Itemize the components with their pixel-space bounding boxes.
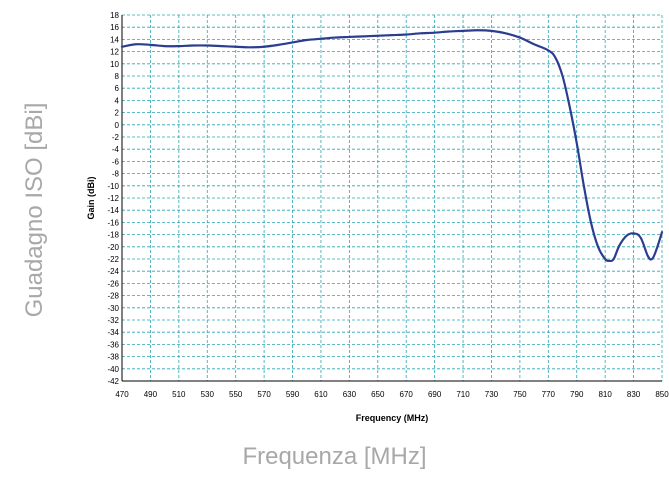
x-tick-label: 730 (485, 390, 499, 399)
x-tick-label: 750 (513, 390, 527, 399)
y-tick-label: 6 (115, 84, 120, 93)
y-tick-label: -30 (107, 304, 119, 313)
outer-y-axis-label: Guadagno ISO [dBi] (21, 102, 48, 318)
y-tick-label: -10 (107, 182, 119, 191)
y-tick-label: 4 (115, 96, 120, 105)
y-tick-label: -28 (107, 292, 119, 301)
x-tick-label: 790 (570, 390, 584, 399)
y-tick-label: 10 (110, 60, 119, 69)
y-tick-label: -40 (107, 365, 119, 374)
x-tick-label: 470 (115, 390, 129, 399)
x-tick-label: 670 (400, 390, 414, 399)
axes (121, 15, 662, 382)
inner-x-axis-label: Frequency (MHz) (356, 413, 429, 423)
y-tick-label: -42 (107, 377, 119, 386)
y-tick-label: -34 (107, 328, 119, 337)
y-tick-label: 12 (110, 48, 119, 57)
x-tick-label: 630 (343, 390, 357, 399)
y-tick-labels: 18 16 14 12 10 8 6 4 2 0 -2 -4 -6 -8 -10 -12 -14 -16 -18 -2… (107, 11, 119, 386)
y-tick-label: 0 (115, 121, 120, 130)
grid (121, 14, 663, 382)
x-tick-label: 550 (229, 390, 243, 399)
x-tick-label: 650 (371, 390, 385, 399)
y-tick-label: -2 (112, 133, 120, 142)
x-tick-label: 690 (428, 390, 442, 399)
y-tick-label: 14 (110, 35, 119, 44)
y-tick-label: -12 (107, 194, 119, 203)
x-tick-label: 490 (144, 390, 158, 399)
x-tick-label: 770 (542, 390, 556, 399)
x-tick-label: 530 (201, 390, 215, 399)
y-tick-label: -36 (107, 340, 119, 349)
inner-y-axis-label: Gain (dBi) (86, 177, 96, 220)
series (120, 29, 664, 263)
x-tick-label: 570 (257, 390, 271, 399)
y-tick-label: -26 (107, 279, 119, 288)
y-tick-label: -24 (107, 267, 119, 276)
y-tick-label: -8 (112, 170, 120, 179)
x-tick-label: 610 (314, 390, 328, 399)
y-tick-label: 2 (115, 109, 120, 118)
y-tick-label: -18 (107, 231, 119, 240)
y-tick-label: 16 (110, 23, 119, 32)
y-tick-label: 18 (110, 11, 119, 20)
y-tick-label: -16 (107, 218, 119, 227)
x-tick-label: 830 (627, 390, 641, 399)
y-tick-label: -4 (112, 145, 120, 154)
y-tick-label: -22 (107, 255, 119, 264)
y-tick-label: -38 (107, 353, 119, 362)
y-tick-label: -20 (107, 243, 119, 252)
x-tick-label: 710 (456, 390, 470, 399)
gain-series-line (120, 29, 664, 263)
x-tick-label: 590 (286, 390, 300, 399)
x-tick-label: 510 (172, 390, 186, 399)
y-tick-label: 8 (115, 72, 120, 81)
outer-x-axis-label: Frequenza [MHz] (242, 443, 427, 470)
y-tick-label: -14 (107, 206, 119, 215)
x-tick-label: 850 (655, 390, 669, 399)
y-tick-label: -6 (112, 157, 120, 166)
x-tick-labels: 470 490 510 530 550 570 590 610 630 650 670 690 710 7… (115, 390, 669, 399)
x-tick-label: 810 (598, 390, 612, 399)
y-tick-label: -32 (107, 316, 119, 325)
